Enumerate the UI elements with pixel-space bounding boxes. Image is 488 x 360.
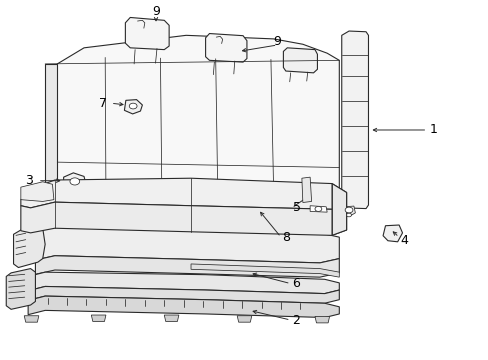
Polygon shape <box>205 33 246 62</box>
Text: 9: 9 <box>152 5 160 18</box>
Polygon shape <box>309 206 326 212</box>
Polygon shape <box>124 100 142 114</box>
Polygon shape <box>164 315 179 321</box>
Text: 4: 4 <box>399 234 407 247</box>
Text: 1: 1 <box>428 123 436 136</box>
Polygon shape <box>28 287 339 303</box>
Circle shape <box>314 206 321 211</box>
Polygon shape <box>45 64 57 193</box>
Text: 6: 6 <box>291 277 300 290</box>
Text: 2: 2 <box>291 314 300 327</box>
Polygon shape <box>283 48 317 73</box>
Text: 3: 3 <box>25 174 33 187</box>
Polygon shape <box>314 316 329 323</box>
Polygon shape <box>301 177 311 203</box>
Polygon shape <box>24 316 39 322</box>
Polygon shape <box>45 35 339 204</box>
Polygon shape <box>6 269 35 309</box>
Text: 8: 8 <box>282 231 290 244</box>
Polygon shape <box>341 31 368 208</box>
Polygon shape <box>14 225 45 267</box>
Polygon shape <box>382 225 402 242</box>
Polygon shape <box>28 272 339 294</box>
Circle shape <box>70 178 80 185</box>
Polygon shape <box>21 202 346 235</box>
Text: 9: 9 <box>273 35 281 48</box>
Polygon shape <box>331 184 346 235</box>
Polygon shape <box>28 296 339 318</box>
Polygon shape <box>344 206 355 216</box>
Circle shape <box>345 207 352 213</box>
Polygon shape <box>63 173 85 190</box>
Polygon shape <box>125 18 169 50</box>
Circle shape <box>346 213 351 217</box>
Polygon shape <box>237 316 251 322</box>
Text: 5: 5 <box>292 201 301 214</box>
Polygon shape <box>35 256 339 277</box>
Circle shape <box>129 103 137 109</box>
Polygon shape <box>21 178 346 209</box>
Polygon shape <box>35 226 339 263</box>
Text: 7: 7 <box>99 97 106 110</box>
Polygon shape <box>21 182 54 202</box>
Polygon shape <box>91 315 106 321</box>
Polygon shape <box>191 264 339 277</box>
